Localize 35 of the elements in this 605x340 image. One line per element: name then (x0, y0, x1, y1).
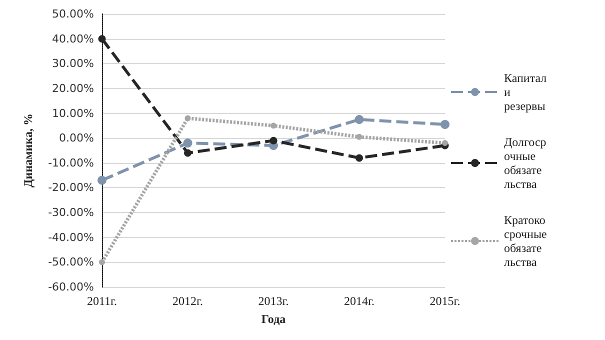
point (183, 138, 192, 148)
point (356, 134, 362, 140)
point (99, 259, 105, 266)
legend-label: Кратокосрочные обязательства (504, 213, 550, 269)
point (440, 120, 450, 129)
legend-label: Долгосрочные обязательства (504, 135, 546, 191)
point (98, 176, 106, 185)
y-tick-label: -50.00% (48, 256, 94, 269)
y-tick-label: -40.00% (48, 230, 94, 244)
x-tick-label: 2015г. (430, 294, 460, 308)
point (442, 140, 448, 146)
point (356, 154, 363, 162)
x-tick-label: 2014г. (344, 294, 375, 308)
y-tick-label: 40.00% (52, 32, 94, 46)
y-axis-title: Динамика, % (21, 114, 35, 188)
point (270, 136, 278, 144)
x-tick-label: 2011г. (86, 294, 118, 308)
point (184, 149, 192, 157)
y-tick-label: -60.00% (48, 280, 94, 294)
point (184, 115, 191, 122)
x-tick-label: 2012г. (172, 294, 204, 308)
y-tick-label: 0.00% (59, 132, 94, 145)
point (354, 114, 364, 124)
y-tick-label: 10.00% (52, 106, 94, 120)
y-tick-label: -10.00% (48, 156, 94, 170)
x-tick-label: 2013г. (258, 294, 289, 308)
x-axis-title: Года (261, 312, 286, 326)
point (98, 35, 106, 43)
point (270, 122, 276, 129)
y-tick-label: 50.00% (52, 8, 94, 20)
y-tick-label: 20.00% (52, 82, 94, 95)
y-tick-label: -30.00% (48, 206, 94, 220)
y-tick-label: -20.00% (48, 181, 94, 194)
y-tick-label: 30.00% (52, 57, 94, 70)
legend-label: Капитал и резервы (504, 71, 550, 113)
